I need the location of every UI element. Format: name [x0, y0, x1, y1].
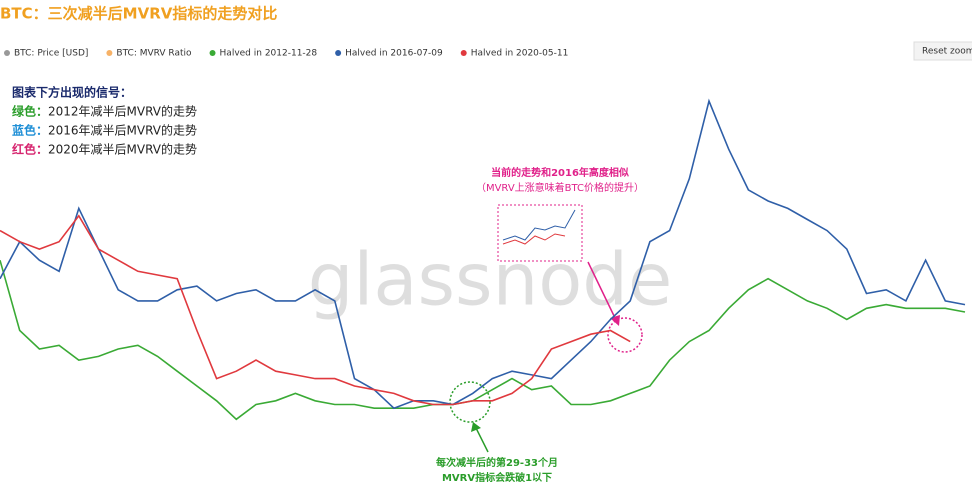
reset-button[interactable]: Reset zoom: [913, 41, 972, 61]
note-text: 2012年减半后MVRV的走势: [48, 104, 197, 119]
legend-label: BTC: Price [USD]: [14, 49, 88, 59]
note-prefix: 红色：: [12, 142, 48, 157]
annotation: 当前的走势和2016年高度相似: [491, 166, 629, 179]
arrow: [475, 427, 489, 453]
highlight-circle: [449, 381, 491, 423]
note-prefix: 蓝色：: [12, 123, 48, 138]
annotation: （MVRV上涨意味着BTC价格的提升）: [476, 181, 644, 194]
chart-title: BTC：三次减半后MVRV指标的走势对比: [0, 5, 277, 23]
legend-marker: [4, 50, 10, 56]
note-text: 2016年减半后MVRV的走势: [48, 123, 197, 138]
legend-marker: [460, 50, 467, 56]
legend-label: BTC: MVRV Ratio: [116, 49, 192, 59]
inset-line: [502, 209, 576, 241]
inset-line: [502, 233, 566, 245]
note-prefix: 绿色：: [12, 104, 48, 119]
legend-label: Halved in 2020-05-11: [471, 49, 569, 59]
arrowhead: [471, 422, 481, 432]
legend-marker: [335, 50, 342, 56]
watermark: glassnode: [308, 238, 673, 322]
arrow: [587, 261, 617, 321]
legend-label: Halved in 2016-07-09: [345, 49, 443, 59]
legend-marker: [209, 50, 216, 56]
inset-box: [497, 204, 583, 262]
note-text: 2020年减半后MVRV的走势: [48, 142, 197, 157]
legend-marker: [106, 50, 113, 56]
notes-heading: 图表下方出现的信号：: [12, 85, 132, 100]
series-line: [0, 259, 966, 421]
reset-button-bg[interactable]: [913, 41, 972, 61]
legend-label: Halved in 2012-11-28: [220, 49, 318, 59]
reset-button-label[interactable]: Reset zoom: [922, 47, 972, 57]
annotation: 每次减半后的第29-33个月: [436, 456, 558, 469]
annotation: MVRV指标会跌破1以下: [442, 471, 552, 482]
highlight-circle: [607, 317, 643, 353]
series-line: [0, 214, 631, 406]
series-line: [0, 98, 966, 410]
